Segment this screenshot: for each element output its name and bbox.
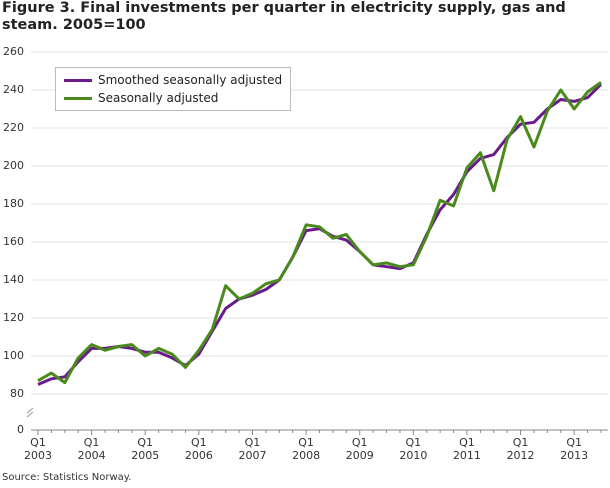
x-tick-label: Q1 2008 — [292, 436, 321, 462]
x-tick-label: Q1 2012 — [506, 436, 535, 462]
y-tick-label: 240 — [3, 83, 24, 96]
legend-entry: Seasonally adjusted — [64, 89, 282, 107]
y-tick-label: 140 — [3, 273, 24, 286]
line-series — [37, 83, 603, 386]
y-tick-label: 160 — [3, 235, 24, 248]
x-tick-label: Q1 2005 — [131, 436, 160, 462]
legend-swatch — [64, 78, 92, 82]
y-tick-label: 0 — [17, 423, 24, 436]
axis-break — [26, 407, 34, 418]
x-tick-label: Q1 2003 — [24, 436, 52, 462]
x-tick-label: Q1 2007 — [238, 436, 267, 462]
x-tick-label: Q1 2009 — [345, 436, 374, 462]
x-tick-label: Q1 2013 — [560, 436, 589, 462]
x-tick-label: Q1 2010 — [399, 436, 428, 462]
legend-entry: Smoothed seasonally adjusted — [64, 71, 282, 89]
y-tick-label: 260 — [3, 45, 24, 58]
chart-title: Figure 3. Final investments per quarter … — [2, 0, 566, 33]
line-series — [37, 81, 602, 385]
y-tick-label: 120 — [3, 311, 24, 324]
legend: Smoothed seasonally adjusted Seasonally a… — [55, 67, 292, 111]
y-tick-label: 180 — [3, 197, 24, 210]
x-tick-label: Q1 2004 — [77, 436, 106, 462]
legend-label: Seasonally adjusted — [98, 91, 219, 105]
legend-swatch — [64, 96, 92, 100]
y-tick-label: 100 — [3, 349, 24, 362]
y-tick-label: 200 — [3, 159, 24, 172]
y-tick-label: 220 — [3, 121, 24, 134]
source-note: Source: Statistics Norway. — [2, 472, 132, 483]
x-tick-label: Q1 2011 — [452, 436, 481, 462]
legend-label: Smoothed seasonally adjusted — [98, 73, 283, 87]
x-tick-label: Q1 2006 — [184, 436, 213, 462]
y-tick-label: 80 — [10, 387, 24, 400]
